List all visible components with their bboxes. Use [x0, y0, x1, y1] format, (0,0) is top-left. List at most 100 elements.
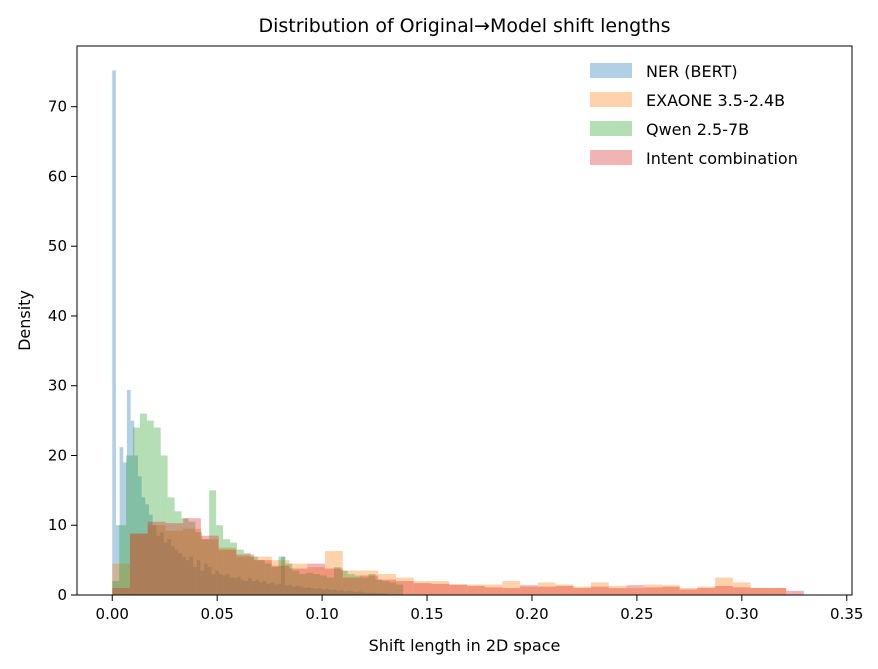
histogram-bar: [591, 586, 609, 595]
histogram-bar: [343, 591, 348, 595]
histogram-bar: [273, 584, 278, 595]
histogram-bar: [112, 563, 130, 595]
histogram-bar: [380, 592, 385, 595]
histogram-bar: [250, 556, 258, 595]
histogram-bar: [216, 525, 224, 595]
histogram-bar: [375, 579, 383, 595]
y-tick-label: 70: [48, 98, 67, 116]
y-tick-label: 30: [48, 377, 67, 395]
histogram-bar: [307, 563, 326, 595]
x-tick-label: 0.30: [725, 605, 758, 623]
histogram-bar: [306, 587, 311, 595]
histogram-bar: [215, 570, 219, 595]
histogram-bar: [147, 521, 166, 595]
histogram-bar: [185, 560, 190, 595]
legend-item-exaone-3-5-2-4b: EXAONE 3.5-2.4B: [590, 91, 785, 110]
histogram-bar: [236, 556, 255, 595]
histogram-bar: [608, 588, 627, 595]
histogram-bar: [236, 554, 255, 595]
histogram-bar: [306, 572, 314, 595]
histogram-bar: [119, 447, 124, 595]
histogram-bar: [115, 525, 120, 595]
histogram-bar: [112, 70, 116, 595]
histogram-bar: [271, 567, 279, 595]
histogram-bar: [537, 582, 556, 595]
histogram-bar: [160, 455, 168, 595]
histogram-bar: [183, 518, 201, 595]
legend-swatch: [590, 92, 632, 107]
histogram-bar: [137, 476, 142, 595]
histogram-bar: [285, 563, 293, 595]
histogram-bar: [257, 560, 265, 595]
histogram-bar: [129, 533, 148, 595]
histogram-bar: [573, 588, 592, 595]
histogram-bar: [289, 568, 308, 595]
histogram-bar: [395, 581, 414, 595]
histogram-bar: [254, 556, 272, 595]
histogram-bar: [320, 575, 327, 595]
histogram-bar: [555, 585, 574, 595]
histogram-bar: [126, 455, 134, 595]
histogram-bar: [218, 547, 237, 595]
histogram-bar: [365, 592, 370, 595]
histogram-bar: [141, 497, 146, 595]
histogram-bar: [211, 574, 216, 595]
histogram-bar: [223, 539, 230, 595]
histogram-bar: [314, 588, 318, 595]
legend-swatch: [590, 150, 632, 165]
histogram-bar: [502, 588, 521, 595]
y-tick-label: 40: [48, 307, 67, 325]
histogram-bar: [129, 533, 148, 595]
histogram-bar: [200, 570, 205, 595]
histogram-bar: [174, 549, 179, 595]
histogram-bar: [112, 581, 120, 595]
histogram-bar: [123, 462, 127, 595]
histogram-bar: [520, 586, 538, 595]
histogram-bar: [449, 584, 467, 595]
histogram-bar: [303, 588, 307, 595]
histogram-bar: [325, 568, 343, 595]
histogram-bar: [200, 539, 219, 595]
histogram-bar: [299, 574, 307, 595]
histogram-bar: [732, 587, 751, 595]
histogram-bar: [182, 556, 186, 595]
histogram-bar: [502, 581, 521, 595]
histogram-bar: [233, 578, 238, 595]
histogram-bar: [277, 583, 282, 595]
x-tick-label: 0.15: [410, 605, 443, 623]
histogram-bar: [661, 585, 680, 595]
histogram-bar: [413, 583, 432, 595]
histogram-bar: [229, 577, 234, 595]
histogram-bar: [317, 588, 322, 595]
legend-item-intent-combination: Intent combination: [590, 149, 798, 168]
y-axis: 0 10 20 30 40 50 60 70: [48, 98, 77, 604]
histogram-bar: [264, 563, 272, 595]
histogram-bar: [240, 579, 245, 595]
histogram-bar: [159, 532, 164, 595]
bars-layer: [112, 70, 804, 595]
histogram-bar: [243, 553, 251, 595]
histogram-bar: [167, 539, 172, 595]
histogram-bar: [768, 588, 787, 595]
histogram-bar: [292, 586, 296, 595]
histogram-bar: [396, 584, 404, 595]
histogram-bar: [360, 570, 379, 595]
histogram-bar: [368, 574, 376, 595]
histogram-bar: [270, 582, 274, 595]
y-tick-label: 0: [57, 586, 67, 604]
legend-label: Qwen 2.5-7B: [646, 120, 749, 139]
histogram-bar: [369, 592, 374, 595]
histogram-bar: [384, 593, 388, 595]
histogram-bar: [218, 549, 237, 595]
histogram-bar: [146, 420, 154, 595]
histogram-bar: [229, 542, 237, 595]
histogram-bar: [466, 585, 485, 595]
legend-item-ner-bert: NER (BERT): [590, 62, 738, 81]
histogram-bar: [354, 575, 362, 595]
y-tick-label: 10: [48, 516, 67, 534]
histogram-bar: [373, 592, 377, 595]
histogram-bar: [361, 577, 369, 595]
plot-frame: [76, 45, 853, 596]
